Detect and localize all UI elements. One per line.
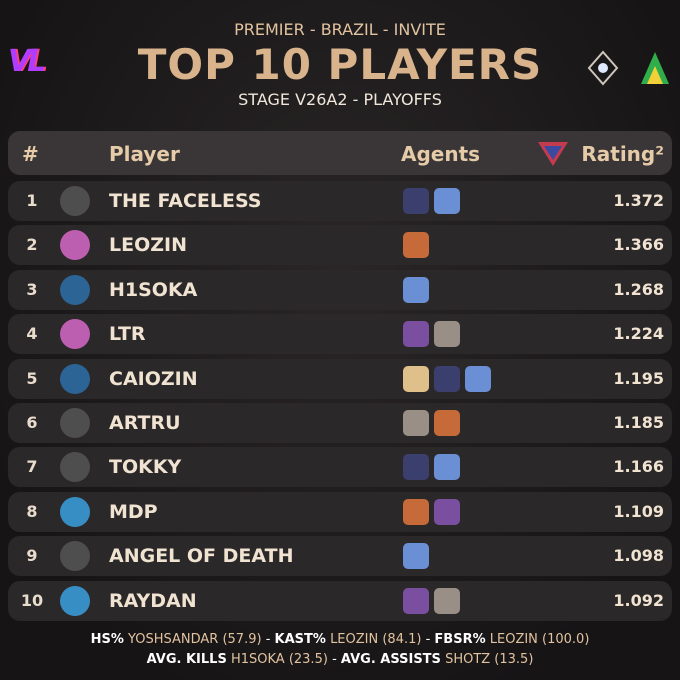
rating: 1.109 [613,501,664,521]
player-name: ANGEL OF DEATH [109,545,294,568]
rating: 1.224 [613,324,664,344]
agent-icon [434,321,460,348]
stat-label: KAST% [274,632,326,647]
agent-icon [434,498,460,525]
table-row [8,447,672,488]
rank: 7 [26,457,38,477]
stat-value: SHOTZ (13.5) [445,652,534,667]
player-name: LTR [109,323,146,346]
rating: 1.092 [613,590,664,610]
stat-label: AVG. ASSISTS [340,652,441,667]
agent-icon [434,365,460,392]
agent-icon [403,543,429,570]
rating: 1.098 [613,546,664,566]
rank: 10 [20,590,44,610]
team-logo [60,496,90,527]
team-logo [60,363,90,394]
table-row [8,314,672,355]
agent-icon [403,188,429,214]
footer-line: HS% YOSHSANDAR (57.9) - KAST% LEOZIN (84… [0,632,680,647]
agent-icon [403,232,429,259]
rank: 9 [26,546,38,566]
rating: 1.366 [613,235,664,255]
table-header [8,131,672,175]
brand-logo: VL [8,44,46,79]
player-name: CAIOZIN [109,367,198,390]
team-logo [60,541,90,572]
subtitle: PREMIER - BRAZIL - INVITE [234,20,446,39]
stat-value: LEOZIN (100.0) [489,632,590,647]
rank: 4 [26,324,38,344]
column-header: # [22,142,39,166]
player-name: RAYDAN [109,589,197,612]
team-logo [60,452,90,483]
table-row [8,358,672,399]
title: TOP 10 PLAYERS [137,40,543,89]
rating: 1.268 [613,279,664,299]
column-header: Player [109,142,180,166]
table-row [8,225,672,266]
agent-icon [403,454,429,481]
team-logo [60,319,90,350]
player-name: TOKKY [109,456,182,479]
team-logo [60,274,90,305]
rank: 2 [26,235,38,255]
team-logo [60,186,90,216]
player-name: H1SOKA [109,278,198,301]
table-row [8,181,672,221]
stat-label: FBSR% [434,632,486,647]
agent-icon [434,410,460,436]
table-row [8,269,672,310]
agent-icon [434,587,460,614]
partner-logos [587,50,669,86]
agent-icon [465,365,491,392]
team-logo [60,585,90,616]
rank: 8 [26,501,38,521]
stat-label: AVG. KILLS [146,652,227,667]
footer-line: AVG. KILLS H1SOKA (23.5) - AVG. ASSISTS … [0,652,680,667]
stage: STAGE V26A2 - PLAYOFFS [238,90,442,109]
stat-label: HS% [90,632,124,647]
player-name: THE FACELESS [109,190,262,212]
rank: 5 [26,368,38,388]
table-row [8,491,672,532]
agent-icon [403,410,429,436]
stat-value: H1SOKA (23.5) [230,652,328,667]
rating: 1.372 [613,191,664,210]
separator: - [425,632,431,647]
column-header: Rating² [581,142,664,166]
separator: - [332,652,337,667]
agent-icon [403,365,429,392]
table-row [8,536,672,577]
separator: - [265,632,271,647]
table-row [8,580,672,621]
team-logo [60,408,90,438]
team-logo [60,230,90,261]
agent-icon [403,276,429,303]
agent-icon [434,188,460,214]
stat-value: LEOZIN (84.1) [330,632,422,647]
rank: 6 [26,413,38,432]
agent-icon [403,321,429,348]
rating: 1.195 [613,368,664,388]
player-name: ARTRU [109,412,181,434]
rating: 1.185 [613,413,664,432]
rank: 3 [26,279,38,299]
table-row [8,403,672,443]
agent-icon [403,587,429,614]
stat-value: YOSHSANDAR (57.9) [128,632,262,647]
rank: 1 [26,191,38,210]
agent-icon [403,498,429,525]
player-name: LEOZIN [109,234,187,257]
rating-icon [538,142,568,166]
rating: 1.166 [613,457,664,477]
player-name: MDP [109,500,158,523]
agent-icon [434,454,460,481]
column-header: Agents [401,142,481,166]
